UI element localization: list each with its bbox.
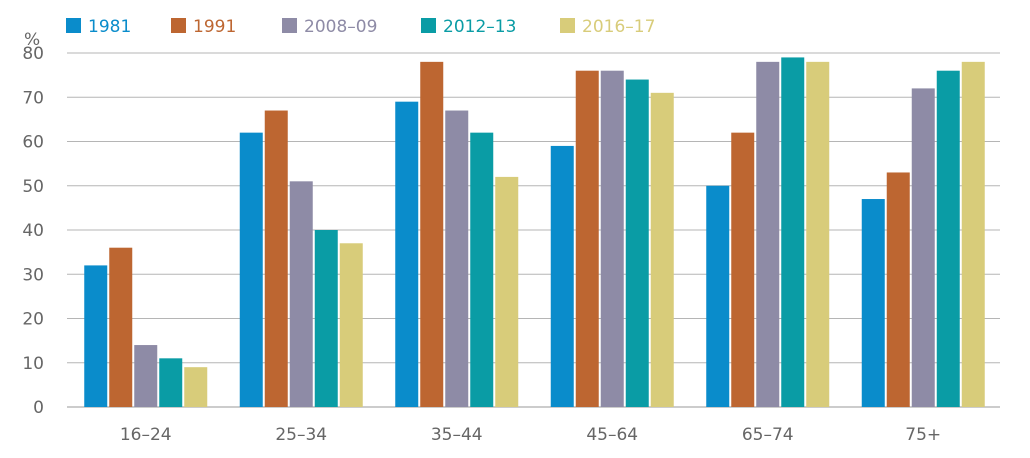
x-axis-categories: 16–24 25–34 35–44 45–64 65–74 75+	[120, 425, 941, 445]
bar	[781, 57, 805, 408]
legend-label: 2016–17	[582, 17, 655, 37]
bar	[395, 101, 419, 408]
legend-swatch	[421, 18, 436, 33]
y-tick-label: 50	[22, 177, 44, 197]
bar	[936, 70, 960, 407]
legend-label: 1981	[88, 17, 131, 37]
x-category-label: 75+	[905, 425, 941, 445]
y-axis-unit-label: %	[24, 30, 40, 50]
y-tick-label: 60	[22, 133, 44, 153]
bar	[159, 358, 183, 407]
bar	[495, 176, 519, 407]
bar	[109, 247, 133, 407]
bar	[861, 199, 885, 407]
bar	[289, 181, 313, 407]
y-tick-label: 70	[22, 88, 44, 108]
x-category-label: 16–24	[120, 425, 172, 445]
bar	[806, 61, 830, 407]
bar	[314, 230, 338, 407]
bar	[239, 132, 263, 407]
y-tick-label: 80	[22, 44, 44, 64]
bar	[911, 88, 935, 408]
legend-swatch	[282, 18, 297, 33]
bar	[731, 132, 755, 407]
legend-swatch	[560, 18, 575, 33]
bar	[650, 92, 674, 407]
legend-label: 2008–09	[304, 17, 377, 37]
bar	[445, 110, 469, 408]
x-category-label: 25–34	[275, 425, 327, 445]
bar	[420, 61, 444, 407]
gridlines	[67, 52, 1000, 408]
y-tick-label: 40	[22, 221, 44, 241]
bar	[600, 70, 624, 407]
x-category-label: 65–74	[742, 425, 794, 445]
bar	[134, 345, 158, 407]
bar	[339, 243, 363, 407]
bar	[706, 185, 730, 407]
y-tick-label: 30	[22, 265, 44, 285]
y-tick-label: 0	[33, 398, 44, 418]
bar	[550, 145, 574, 408]
bar	[575, 70, 599, 407]
legend-swatch	[66, 18, 81, 33]
legend-swatch	[171, 18, 186, 33]
legend: 1981 1991 2008–09 2012–13 2016–17	[66, 17, 655, 37]
bar	[84, 265, 108, 407]
bar	[470, 132, 494, 407]
legend-label: 1991	[193, 17, 236, 37]
bar	[756, 61, 780, 407]
bars	[84, 57, 985, 408]
bar	[184, 367, 208, 407]
bar	[886, 172, 910, 407]
y-tick-label: 10	[22, 354, 44, 374]
legend-label: 2012–13	[443, 17, 516, 37]
bar	[264, 110, 288, 408]
x-category-label: 35–44	[431, 425, 483, 445]
x-category-label: 45–64	[586, 425, 638, 445]
y-tick-label: 20	[22, 310, 44, 330]
bar	[625, 79, 649, 408]
y-axis-ticks: 0 10 20 30 40 50 60 70 80	[22, 44, 44, 418]
bar	[961, 61, 985, 407]
